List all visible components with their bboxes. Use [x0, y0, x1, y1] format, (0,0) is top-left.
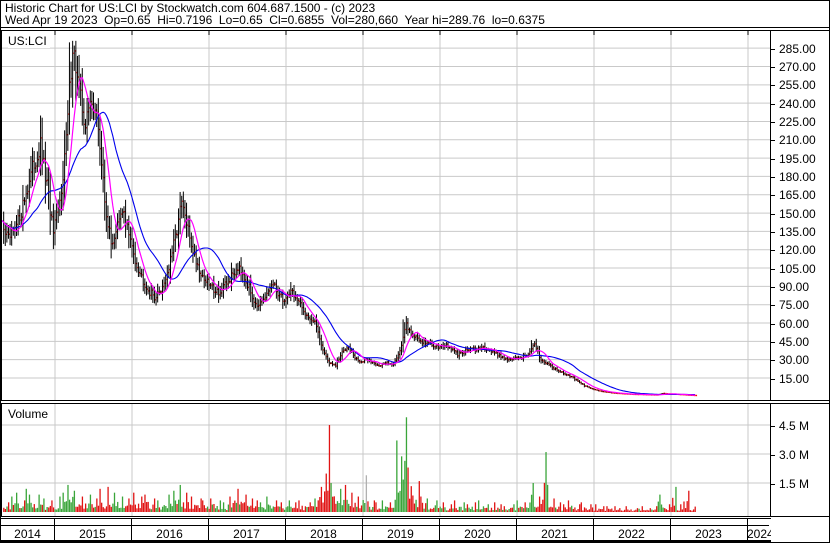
price-tick-mark	[771, 85, 775, 87]
volume-tick-mark	[771, 454, 775, 456]
volume-tick-mark	[771, 483, 775, 485]
price-tick-mark	[771, 323, 775, 325]
price-tick-mark	[771, 66, 775, 68]
price-chart-canvas	[2, 31, 770, 400]
price-tick-mark	[771, 305, 775, 307]
year-tick-mark	[670, 519, 671, 540]
price-tick-mark	[771, 250, 775, 252]
price-tick-mark	[771, 48, 775, 50]
year-label: 2020	[464, 527, 491, 541]
volume-axis-labels: 4.5 M 3.0 M 1.5 M	[770, 403, 829, 517]
price-tick-mark	[771, 286, 775, 288]
year-tick-mark	[208, 519, 209, 540]
volume-chart-panel: Volume	[1, 403, 771, 517]
price-tick-label: 120.00	[779, 243, 816, 258]
year-label: 2014	[14, 527, 41, 541]
price-tick-label: 135.00	[779, 224, 816, 239]
price-tick-label: 225.00	[779, 114, 816, 129]
price-tick-label: 240.00	[779, 96, 816, 111]
year-label: 2017	[233, 527, 260, 541]
year-label: 2023	[695, 527, 722, 541]
price-tick-mark	[771, 195, 775, 197]
volume-tick-label: 1.5 M	[779, 476, 810, 491]
year-tick-mark	[131, 519, 132, 540]
price-tick-label: 45.00	[779, 334, 810, 349]
price-tick-mark	[771, 231, 775, 233]
price-tick-label: 15.00	[779, 371, 810, 386]
year-label: 2021	[541, 527, 568, 541]
price-tick-mark	[771, 140, 775, 142]
price-tick-mark	[771, 176, 775, 178]
price-tick-mark	[771, 158, 775, 160]
price-tick-mark	[771, 213, 775, 215]
year-label: 2015	[79, 527, 106, 541]
price-tick-label: 60.00	[779, 316, 810, 331]
year-tick-mark	[439, 519, 440, 540]
year-tick-mark	[285, 519, 286, 540]
year-label: 2022	[618, 527, 645, 541]
price-tick-mark	[771, 103, 775, 105]
volume-chart-canvas	[2, 404, 770, 516]
volume-label: Volume	[8, 407, 52, 421]
price-tick-label: 210.00	[779, 133, 816, 148]
symbol-label: US:LCI	[8, 34, 50, 48]
year-label: 2019	[387, 527, 414, 541]
price-tick-label: 255.00	[779, 78, 816, 93]
price-tick-label: 285.00	[779, 41, 816, 56]
year-tick-mark	[516, 519, 517, 540]
chart-title: Historic Chart for US:LCI by Stockwatch.…	[5, 1, 376, 15]
price-tick-label: 180.00	[779, 169, 816, 184]
price-tick-label: 90.00	[779, 279, 810, 294]
volume-tick-mark	[771, 425, 775, 427]
year-label: 2016	[156, 527, 183, 541]
price-tick-label: 105.00	[779, 261, 816, 276]
year-tick-mark	[54, 519, 55, 540]
chart-header: Historic Chart for US:LCI by Stockwatch.…	[1, 1, 829, 28]
price-tick-label: 165.00	[779, 188, 816, 203]
price-tick-label: 270.00	[779, 59, 816, 74]
year-tick-mark	[362, 519, 363, 540]
year-axis: 2014 2015 2016 2017 2018 2019 2020 2021 2022 2023…	[1, 518, 771, 542]
price-tick-mark	[771, 360, 775, 362]
year-tick-mark	[747, 519, 748, 540]
year-label: 2018	[310, 527, 337, 541]
price-tick-mark	[771, 378, 775, 380]
price-axis-labels: 285.00 270.00 255.00 240.00 225.00 210.00 195.…	[770, 30, 829, 401]
year-band-divider-line	[1, 525, 769, 526]
price-tick-mark	[771, 121, 775, 123]
quote-summary: Wed Apr 19 2023 Op=0.65 Hi=0.7196 Lo=0.6…	[5, 13, 545, 27]
price-tick-label: 30.00	[779, 353, 810, 368]
year-label: 2024	[747, 527, 771, 541]
price-tick-label: 75.00	[779, 298, 810, 313]
price-tick-mark	[771, 341, 775, 343]
price-tick-mark	[771, 268, 775, 270]
price-tick-label: 150.00	[779, 206, 816, 221]
year-tick-mark	[593, 519, 594, 540]
volume-tick-label: 4.5 M	[779, 418, 810, 433]
price-chart-panel: US:LCI	[1, 30, 771, 401]
volume-tick-label: 3.0 M	[779, 447, 810, 462]
price-tick-label: 195.00	[779, 151, 816, 166]
